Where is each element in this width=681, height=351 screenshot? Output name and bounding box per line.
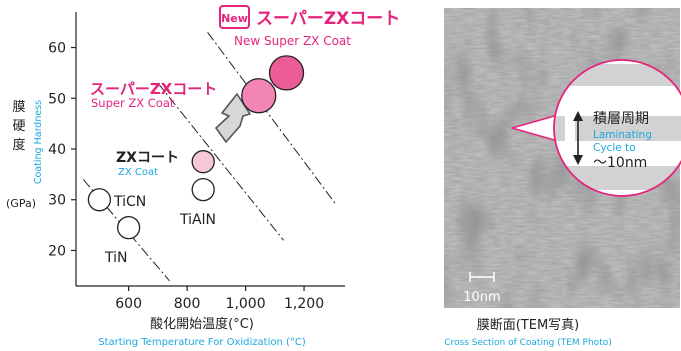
callout-value: ～10nm (593, 155, 647, 171)
x-label-en: Starting Temperature For Oxidization (°C… (98, 337, 306, 348)
y-label-jp-3: 度 (12, 137, 25, 153)
callout-en-2: Cycle to (593, 142, 636, 154)
data-point (191, 150, 215, 174)
label-zx-en: ZX Coat (118, 167, 158, 178)
y-label-jp-1: 膜 (12, 100, 25, 115)
tem-caption-en: Cross Section of Coating (TEM Photo) (444, 338, 611, 348)
y-tick-label: 50 (48, 91, 66, 107)
trend-line (157, 82, 284, 241)
y-label-unit: (GPa) (6, 197, 36, 210)
tem-caption-jp: 膜断面(TEM写真) (477, 318, 580, 333)
x-tick-label: 800 (174, 296, 201, 312)
magnified-callout: 積層周期 Laminating Cycle to ～10nm (511, 59, 681, 197)
callout-en-1: Laminating (593, 129, 652, 141)
y-tick-label: 60 (48, 41, 66, 57)
x-ticks: 600 800 1,000 1,200 (115, 286, 324, 312)
scale-bar: 10nm (463, 272, 501, 305)
scale-bar-label: 10nm (463, 290, 500, 305)
label-tialn: TiAlN (179, 212, 216, 228)
label-super-en: Super ZX Coat (91, 96, 175, 110)
x-tick-label: 1,200 (284, 296, 324, 312)
y-tick-label: 40 (48, 142, 66, 158)
x-tick-label: 600 (115, 296, 142, 312)
improvement-arrow-icon (215, 93, 251, 143)
x-tick-label: 1,000 (226, 296, 266, 312)
y-label-jp-2: 硬 (12, 119, 25, 134)
data-point (268, 55, 305, 91)
label-zx-jp: ZXコート (116, 150, 179, 166)
hardness-vs-oxidation-chart: 20 30 40 50 60 600 800 1,000 1,200 膜 硬 度 (GPa) … (6, 5, 400, 348)
y-tick-label: 30 (48, 193, 66, 209)
y-axis-title: 膜 硬 度 (GPa) Coating Hardness (6, 100, 44, 210)
label-new-jp: スーパーZXコート (256, 9, 400, 29)
label-new-en: New Super ZX Coat (234, 34, 351, 48)
label-tin: TiN (104, 250, 127, 266)
x-label-jp: 酸化開始温度(°C) (150, 316, 254, 332)
data-point (116, 215, 141, 240)
label-ticn: TiCN (113, 194, 146, 210)
y-ticks: 20 30 40 50 60 (48, 41, 76, 259)
new-badge: New (219, 5, 250, 29)
callout-jp: 積層周期 (593, 111, 649, 127)
cycle-double-arrow-icon (573, 111, 583, 165)
y-label-en: Coating Hardness (33, 100, 44, 184)
data-point (87, 188, 112, 212)
data-points (87, 55, 305, 240)
data-point (191, 177, 215, 202)
y-tick-label: 20 (48, 243, 66, 259)
label-super-jp: スーパーZXコート (90, 80, 217, 98)
new-badge-text: New (221, 12, 248, 25)
tem-photo: 10nm 積層周期 Laminating Cycle to ～10nm (444, 8, 681, 348)
data-point (241, 78, 277, 114)
